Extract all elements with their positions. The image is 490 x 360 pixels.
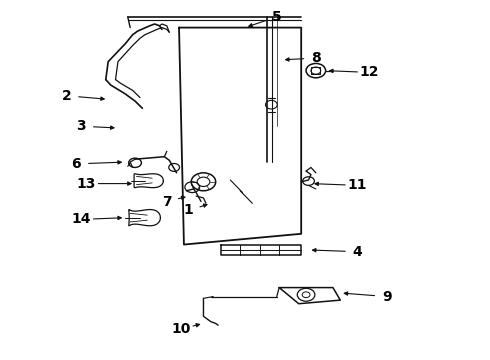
Text: 12: 12 [360, 66, 379, 80]
Text: 8: 8 [311, 51, 321, 65]
Text: 4: 4 [352, 245, 362, 259]
Text: 14: 14 [72, 212, 91, 226]
Text: 10: 10 [172, 322, 191, 336]
Text: 2: 2 [62, 89, 72, 103]
Text: 5: 5 [272, 10, 282, 24]
Text: 1: 1 [184, 203, 194, 217]
Text: 9: 9 [382, 289, 392, 303]
Text: 11: 11 [347, 178, 367, 192]
Text: 7: 7 [162, 194, 171, 208]
Text: 13: 13 [76, 177, 96, 190]
Text: 3: 3 [76, 119, 86, 133]
Text: 6: 6 [72, 157, 81, 171]
